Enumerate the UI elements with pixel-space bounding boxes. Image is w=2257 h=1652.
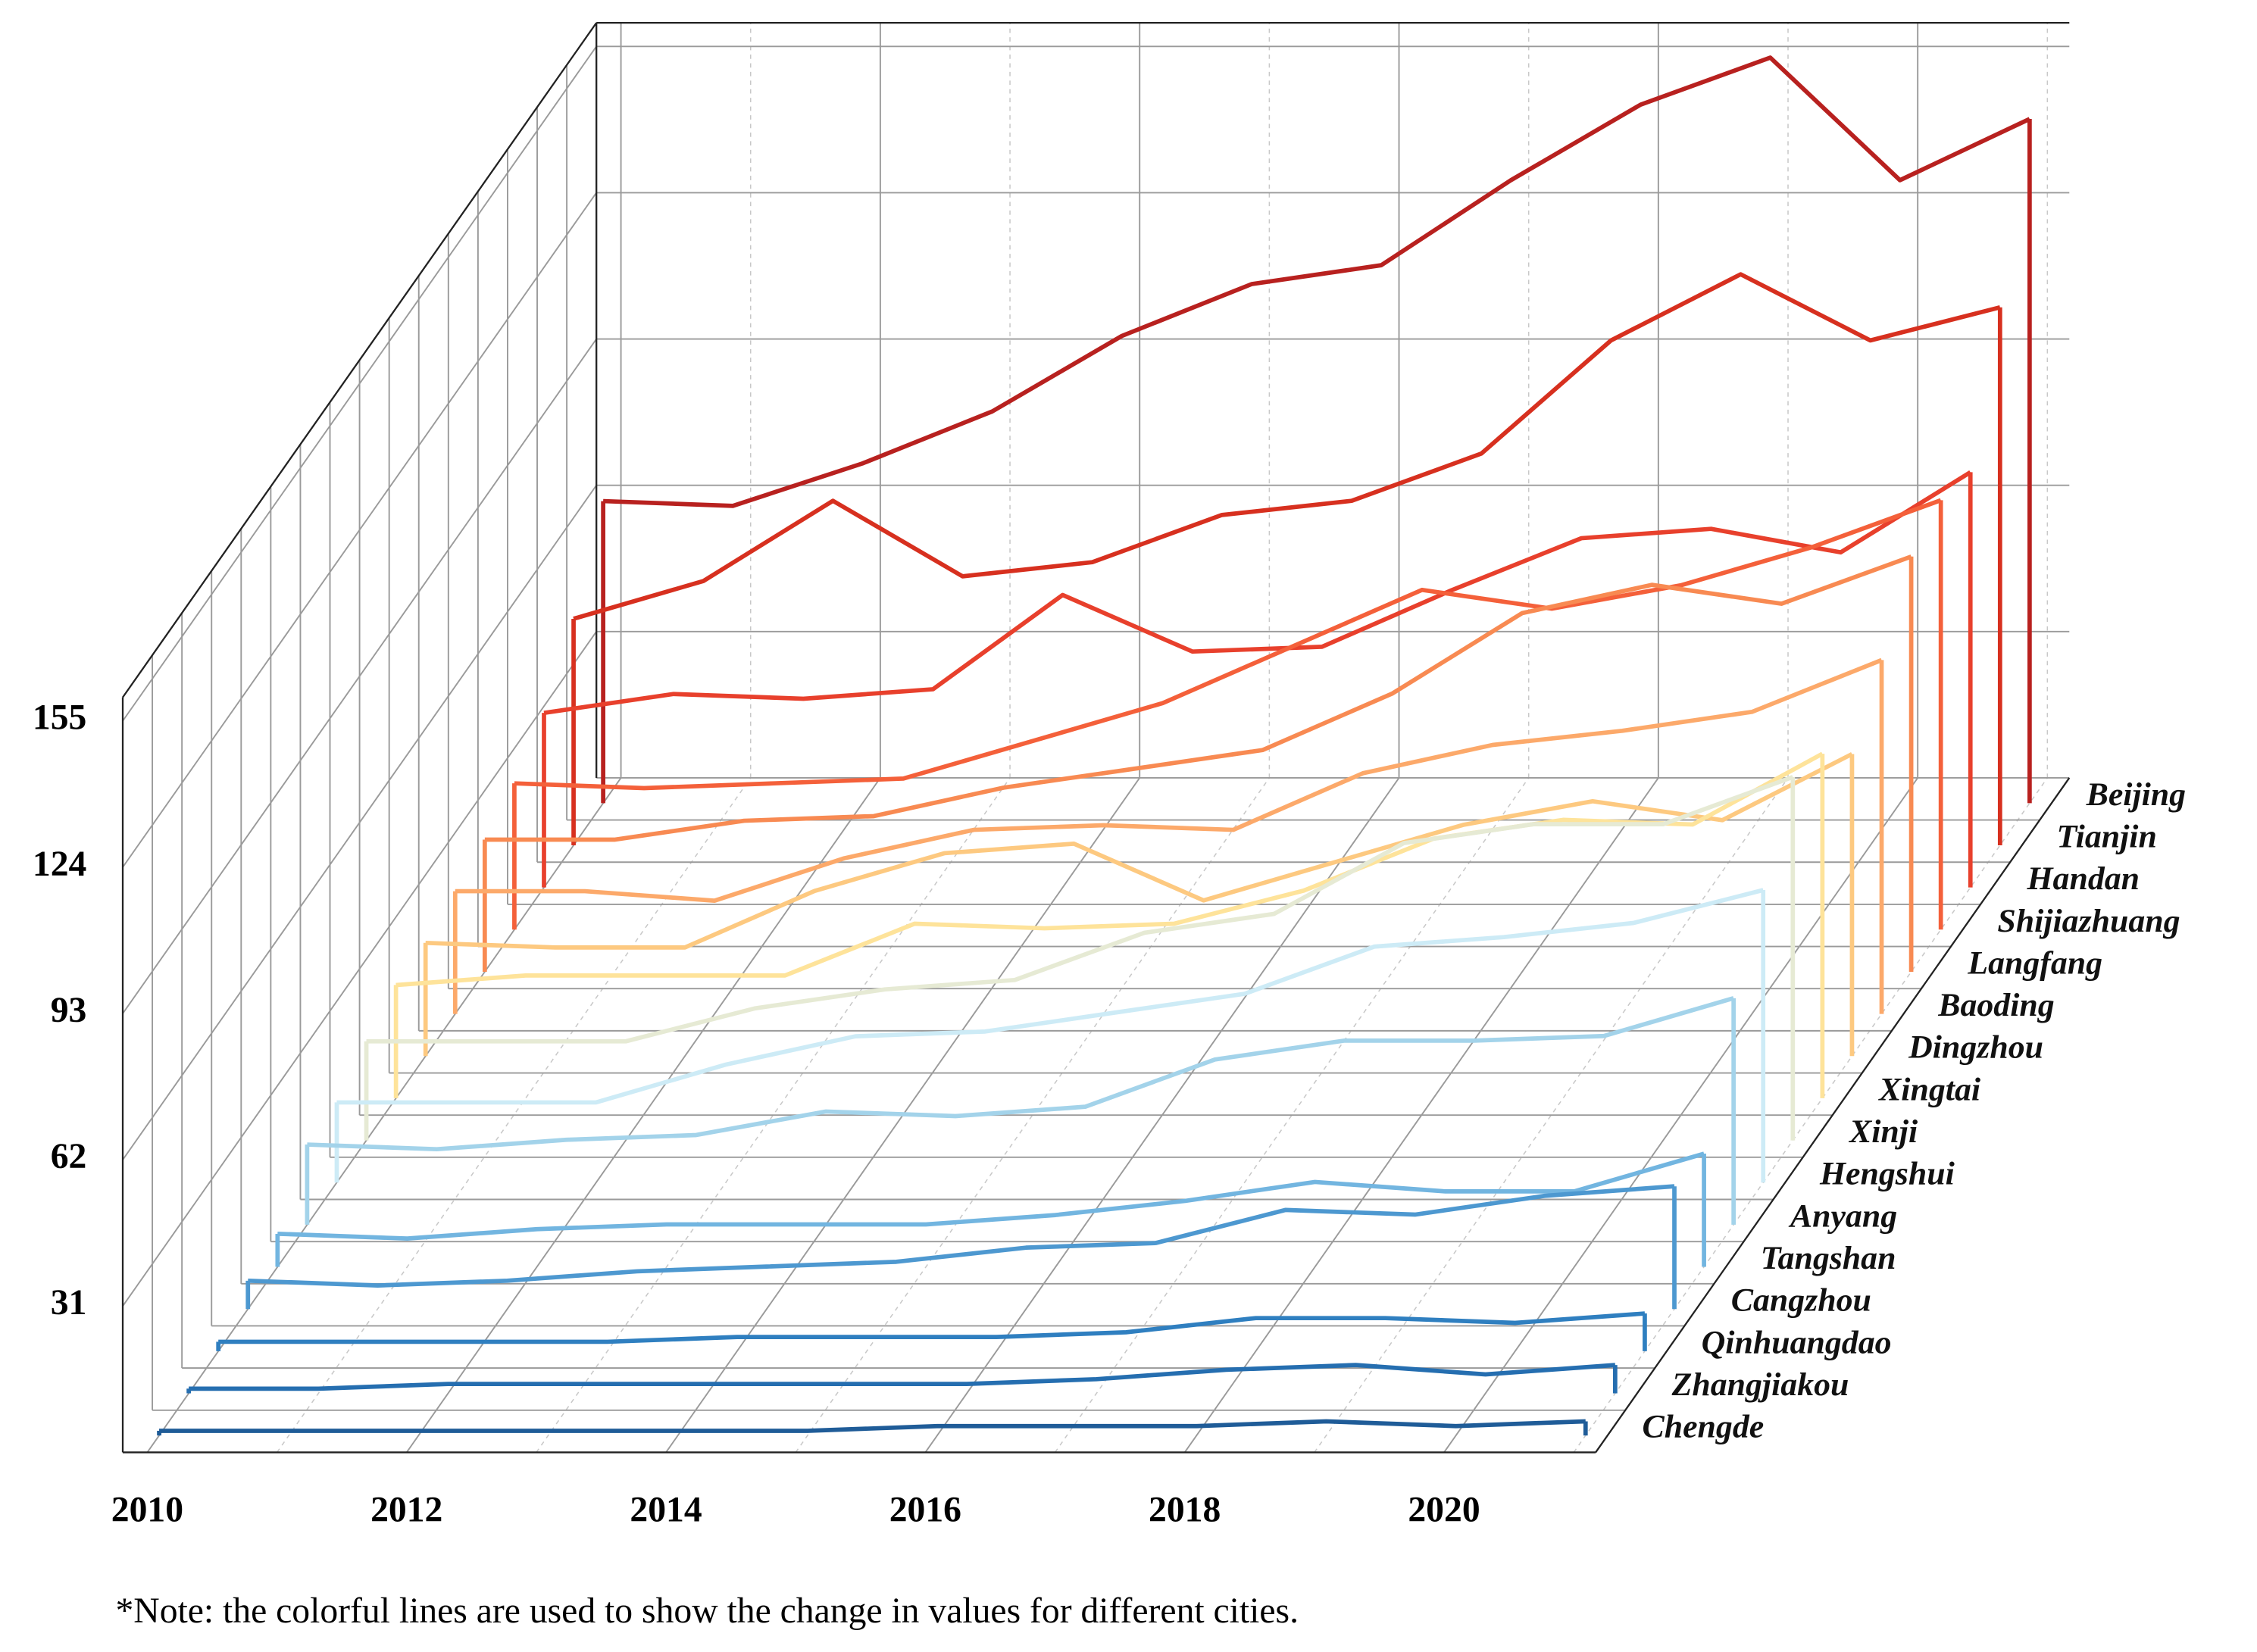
series-line xyxy=(395,751,1824,988)
floor-line xyxy=(1573,777,2048,1453)
x-tick-label: 2014 xyxy=(630,1490,702,1529)
series-line xyxy=(366,775,1794,1044)
grid-line xyxy=(122,485,597,1160)
series-label: Dingzhou xyxy=(1908,1029,2043,1066)
series-line xyxy=(425,751,1853,950)
series-line xyxy=(189,1363,1616,1391)
y-tick-label: 93 xyxy=(51,991,87,1030)
series-line xyxy=(455,657,1883,904)
series-line xyxy=(514,498,1942,791)
x-tick-label: 2010 xyxy=(111,1490,183,1529)
floor-line xyxy=(276,777,752,1453)
plot: *Note: the colorful lines are used to sh… xyxy=(33,21,2187,1631)
y-tick-label: 62 xyxy=(51,1137,87,1176)
x-tick-label: 2020 xyxy=(1408,1490,1480,1529)
series-label: Shijiazhuang xyxy=(1997,903,2180,939)
grid-line xyxy=(122,338,597,1014)
series-line xyxy=(277,1151,1705,1241)
series-label: Xingtai xyxy=(1877,1071,1980,1107)
series-label: Qinhuangdao xyxy=(1702,1324,1892,1360)
series-line xyxy=(248,1184,1675,1288)
grid-line xyxy=(122,192,597,868)
grid-line xyxy=(122,45,597,722)
series-line xyxy=(543,470,1972,716)
series-label: Chengde xyxy=(1643,1409,1765,1445)
series-line xyxy=(307,996,1734,1152)
floor-line xyxy=(1054,777,1530,1453)
axis-line xyxy=(1595,777,2071,1454)
series-label: Anyang xyxy=(1788,1198,1897,1234)
x-tick-label: 2016 xyxy=(889,1490,961,1529)
series-line xyxy=(159,1419,1586,1433)
grid-line xyxy=(122,631,597,1307)
series-label: Tangshan xyxy=(1761,1240,1896,1276)
y-tick-label: 124 xyxy=(33,845,86,884)
floor-line xyxy=(536,777,1011,1453)
series-line xyxy=(336,888,1764,1105)
y-tick-label: 155 xyxy=(33,698,86,738)
y-tick-label: 31 xyxy=(51,1283,87,1323)
axis-line xyxy=(122,22,598,698)
series-line xyxy=(573,272,2001,621)
note: *Note: the colorful lines are used to sh… xyxy=(115,1591,1299,1631)
series-label: Handan xyxy=(2026,860,2140,897)
series-label: Xinji xyxy=(1848,1113,1918,1150)
floor-line xyxy=(795,777,1270,1453)
x-tick-label: 2012 xyxy=(370,1490,442,1529)
grid xyxy=(121,21,2071,1454)
series-label: Langfang xyxy=(1967,945,2102,981)
series-line xyxy=(218,1311,1646,1344)
series-label: Hengshui xyxy=(1819,1156,1955,1192)
series-label: Tianjin xyxy=(2057,818,2157,854)
series-label: Baoding xyxy=(1937,987,2054,1023)
series-label: Zhangjiakou xyxy=(1671,1366,1849,1403)
series-label: Beijing xyxy=(2086,776,2187,813)
x-tick-label: 2018 xyxy=(1149,1490,1221,1529)
series-line xyxy=(603,55,2031,508)
series-line xyxy=(484,554,1912,842)
floor-line xyxy=(1314,777,1789,1453)
series-label: Cangzhou xyxy=(1731,1282,1871,1319)
